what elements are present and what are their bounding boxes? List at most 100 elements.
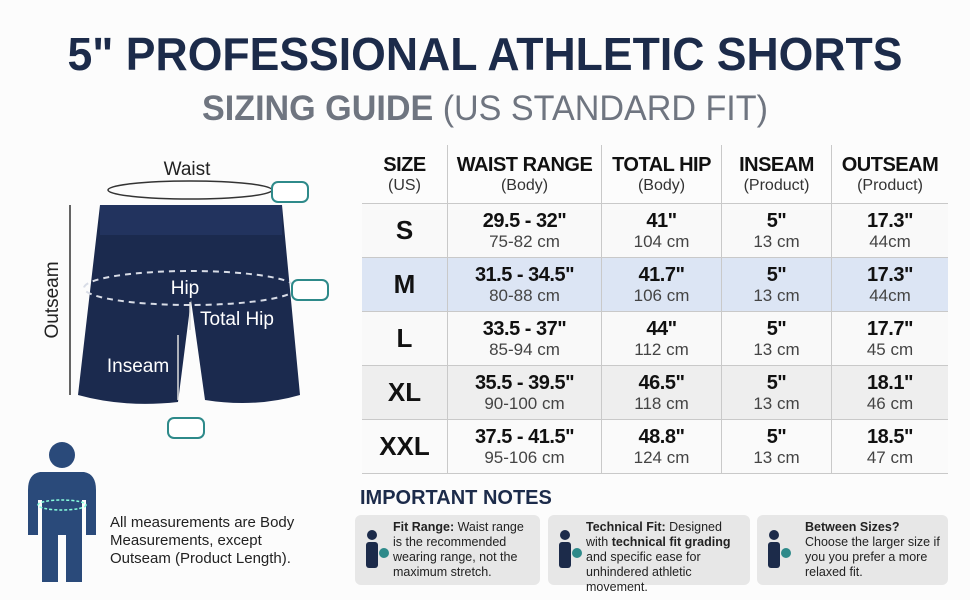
value-cell: 35.5 - 39.5" 90-100 cm (448, 366, 602, 419)
value-main: 35.5 - 39.5" (474, 371, 575, 394)
note-icon (366, 530, 389, 568)
note-text: Fit Range: Waist range is the recommende… (393, 520, 534, 580)
note-body: and specific ease for unhindered athleti… (586, 550, 701, 594)
value-main: 41.7" (638, 263, 685, 286)
value-cell: 17.3" 44cm (832, 258, 948, 311)
waist-line (107, 180, 273, 200)
value-cell: 17.3" 44cm (832, 204, 948, 257)
table-row: XL 35.5 - 39.5" 90-100 cm 46.5" 118 cm 5" 13 c… (362, 366, 948, 420)
value-cell: 5" 13 cm (722, 366, 832, 419)
note-body: Designed with (586, 520, 722, 549)
header-cell: TOTAL HIP (Body) (602, 145, 722, 203)
value-main: 29.5 - 32" (482, 209, 567, 232)
value-main: 48.8" (638, 425, 685, 448)
subtitle-regular: (US STANDARD FIT) (443, 89, 768, 128)
header-cell: WAIST RANGE (Body) (448, 145, 602, 203)
value-main: 17.7" (867, 317, 913, 340)
value-cell: 5" 13 cm (722, 258, 832, 311)
header-main: WAIST RANGE (456, 153, 593, 176)
value-sub: 47 cm (866, 447, 914, 467)
header-sub: (Body) (500, 176, 549, 194)
size-cell: S (362, 204, 448, 257)
person-icon (28, 442, 96, 582)
value-sub: 13 cm (753, 339, 800, 359)
person-tape (37, 499, 87, 511)
header-sub: (Product) (857, 176, 923, 194)
value-sub: 106 cm (633, 285, 690, 305)
value-sub: 13 cm (753, 393, 800, 413)
value-cell: 41" 104 cm (602, 204, 722, 257)
waist-label: Waist (164, 159, 212, 180)
value-cell: 17.7" 45 cm (832, 312, 948, 365)
note-box: Technical Fit: Designed with technical f… (548, 515, 750, 594)
size-table: SIZE (US) WAIST RANGE (Body) TOTAL HIP (Body)… (362, 145, 948, 474)
value-cell: 5" 13 cm (722, 204, 832, 257)
header-cell: INSEAM (Product) (722, 145, 832, 203)
header-main: TOTAL HIP (612, 153, 711, 176)
value-cell: 5" 13 cm (722, 312, 832, 365)
note-icon (768, 530, 791, 568)
value-sub: 85-94 cm (489, 339, 560, 359)
size-cell: XXL (362, 420, 448, 473)
value-sub: 95-106 cm (484, 447, 565, 467)
note-title: Technical Fit: (586, 520, 666, 534)
size-cell: XL (362, 366, 448, 419)
waistband (100, 205, 282, 235)
title: 5" PROFESSIONAL ATHLETIC SHORTS (68, 28, 903, 80)
header-cell: SIZE (US) (362, 145, 448, 203)
notes-heading: IMPORTANT NOTES (360, 487, 552, 509)
table-row: S 29.5 - 32" 75-82 cm 41" 104 cm 5" 13 cm 17.3"… (362, 204, 948, 258)
value-main: 41" (646, 209, 677, 232)
value-main: 17.3" (867, 263, 913, 286)
note-icon (559, 530, 582, 568)
value-cell: 46.5" 118 cm (602, 366, 722, 419)
value-cell: 48.8" 124 cm (602, 420, 722, 473)
note-title: Between Sizes? (805, 520, 900, 534)
value-sub: 46 cm (866, 393, 914, 413)
value-cell: 41.7" 106 cm (602, 258, 722, 311)
value-cell: 18.5" 47 cm (832, 420, 948, 473)
value-main: 5" (766, 317, 787, 340)
header-main: OUTSEAM (841, 153, 939, 176)
value-cell: 5" 13 cm (722, 420, 832, 473)
value-sub: 80-88 cm (489, 285, 560, 305)
subtitle: SIZING GUIDE (US STANDARD FIT) (202, 89, 768, 128)
value-main: 5" (766, 371, 787, 394)
note-title: Fit Range: (393, 520, 455, 534)
value-sub: 13 cm (753, 285, 800, 305)
note-body: Choose the larger size if you you prefer… (805, 535, 940, 579)
header-main: SIZE (383, 153, 426, 176)
value-sub: 118 cm (634, 393, 689, 413)
header-main: INSEAM (739, 153, 814, 176)
table-row: L 33.5 - 37" 85-94 cm 44" 112 cm 5" 13 cm 17.7"… (362, 312, 948, 366)
disclaimer: All measurements are Body Measurements, … (110, 514, 295, 567)
tape-icons (167, 181, 329, 439)
value-main: 18.1" (867, 371, 913, 394)
value-cell: 29.5 - 32" 75-82 cm (448, 204, 602, 257)
subtitle-bold: SIZING GUIDE (202, 89, 433, 128)
header-sub: (US) (388, 176, 421, 194)
value-sub: 112 cm (634, 339, 689, 359)
hip-label: Hip (171, 278, 200, 299)
value-sub: 124 cm (633, 447, 690, 467)
size-cell: M (362, 258, 448, 311)
note-body: Waist range is the recommended wearing r… (393, 520, 524, 579)
note-body: technical fit grading (611, 535, 731, 549)
value-main: 44" (646, 317, 677, 340)
value-sub: 44cm (869, 231, 911, 251)
value-cell: 37.5 - 41.5" 95-106 cm (448, 420, 602, 473)
value-sub: 13 cm (753, 447, 800, 467)
value-sub: 75-82 cm (489, 231, 560, 251)
value-sub: 90-100 cm (484, 393, 565, 413)
note-box: Fit Range: Waist range is the recommende… (355, 515, 540, 585)
value-main: 17.3" (867, 209, 913, 232)
header-sub: (Product) (743, 176, 810, 194)
value-cell: 33.5 - 37" 85-94 cm (448, 312, 602, 365)
value-cell: 31.5 - 34.5" 80-88 cm (448, 258, 602, 311)
value-main: 46.5" (638, 371, 685, 394)
value-cell: 44" 112 cm (602, 312, 722, 365)
header-cell: OUTSEAM (Product) (832, 145, 948, 203)
inseam-label: Inseam (107, 356, 169, 377)
